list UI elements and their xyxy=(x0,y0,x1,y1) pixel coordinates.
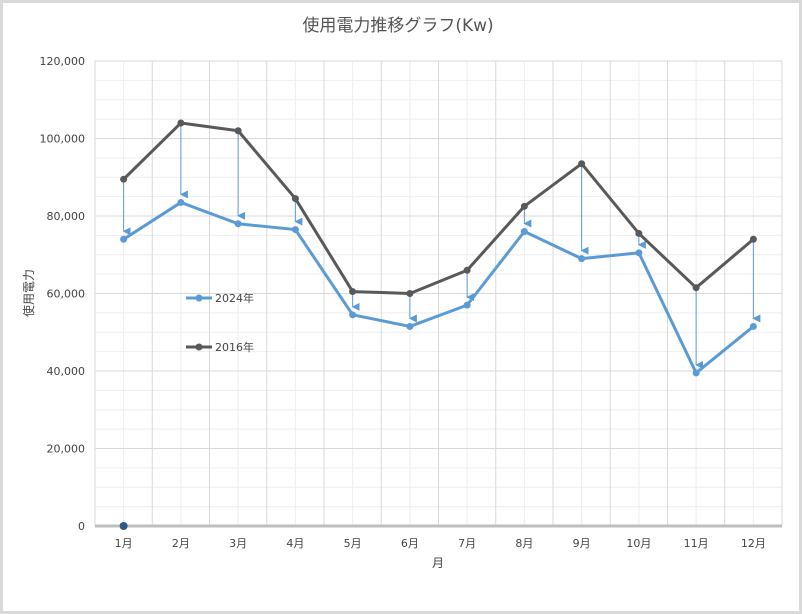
data-point xyxy=(635,229,643,237)
data-point xyxy=(635,249,643,257)
data-point xyxy=(291,226,299,234)
data-point xyxy=(234,127,242,135)
data-point xyxy=(749,322,757,330)
x-tick-label: 4月 xyxy=(286,537,304,550)
y-tick-label: 60,000 xyxy=(47,288,86,301)
x-tick-label: 1月 xyxy=(115,537,133,550)
data-point xyxy=(177,119,185,127)
legend-marker xyxy=(195,294,203,302)
series-line xyxy=(122,121,755,295)
data-point xyxy=(578,255,586,263)
data-point xyxy=(177,198,185,206)
chart-title: 使用電力推移グラフ(Kw) xyxy=(302,15,493,36)
data-point xyxy=(692,369,700,377)
x-tick-label: 8月 xyxy=(515,537,533,550)
y-tick-label: 40,000 xyxy=(47,365,86,378)
y-tick-label: 120,000 xyxy=(40,55,86,68)
series-line xyxy=(122,200,755,375)
y-tick-label: 20,000 xyxy=(47,443,86,456)
data-point xyxy=(749,235,757,243)
x-tick-label: 7月 xyxy=(458,537,476,550)
data-point xyxy=(692,284,700,292)
legend-marker xyxy=(195,343,203,351)
data-point xyxy=(234,220,242,228)
data-point xyxy=(578,160,586,168)
data-point xyxy=(120,235,128,243)
data-point xyxy=(406,322,414,330)
x-tick-label: 5月 xyxy=(344,537,362,550)
y-tick-label: 0 xyxy=(78,520,85,533)
x-tick-label: 9月 xyxy=(573,537,591,550)
x-tick-label: 10月 xyxy=(626,537,651,550)
data-point xyxy=(349,288,357,296)
data-point xyxy=(349,311,357,319)
x-tick-label: 2月 xyxy=(172,537,190,550)
data-point xyxy=(463,301,471,309)
x-tick-label: 11月 xyxy=(684,537,709,550)
x-axis-label: 月 xyxy=(432,556,444,570)
x-tick-label: 3月 xyxy=(229,537,247,550)
data-point xyxy=(520,202,528,210)
origin-marker xyxy=(119,522,128,530)
x-tick-label: 12月 xyxy=(741,537,766,550)
data-point xyxy=(463,266,471,274)
y-tick-label: 100,000 xyxy=(40,133,86,146)
legend-label: 2024年 xyxy=(215,291,254,305)
data-point xyxy=(291,195,299,203)
x-tick-label: 6月 xyxy=(401,537,419,550)
y-tick-label: 80,000 xyxy=(47,210,86,223)
data-point xyxy=(406,290,414,297)
data-point xyxy=(520,228,528,235)
legend-label: 2016年 xyxy=(215,340,254,354)
y-axis-label: 使用電力 xyxy=(21,269,36,317)
data-point xyxy=(120,175,128,183)
